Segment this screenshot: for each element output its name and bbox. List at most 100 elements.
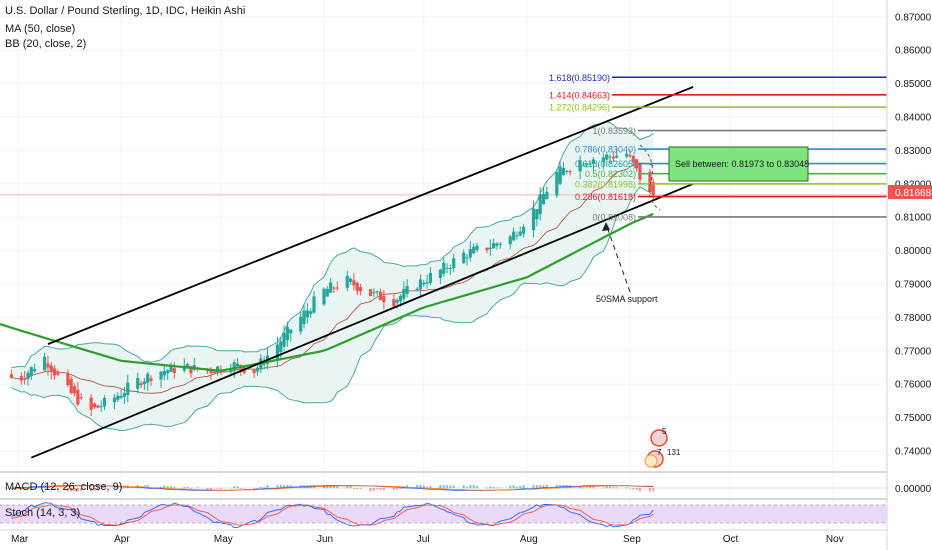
- macd-bar: [219, 488, 222, 489]
- candle-body: [565, 171, 569, 173]
- candle-body: [122, 393, 127, 397]
- macd-bar: [352, 488, 355, 489]
- macd-bar: [286, 485, 289, 489]
- candle-body: [46, 363, 50, 368]
- macd-bar: [336, 486, 339, 489]
- macd-bar: [589, 486, 592, 489]
- macd-bar: [532, 485, 535, 489]
- price-tick-label: 0.82000: [895, 179, 932, 190]
- candle-body: [89, 397, 93, 410]
- candle-body: [515, 235, 519, 237]
- candle-body: [235, 363, 240, 367]
- candle-body: [159, 371, 163, 380]
- macd-bar: [429, 485, 432, 489]
- candle-body: [29, 367, 33, 376]
- macd-bar: [422, 485, 425, 489]
- macd-pane[interactable]: [0, 485, 887, 492]
- candle-body: [508, 236, 512, 245]
- macd-bar: [605, 486, 608, 489]
- candle-body: [299, 316, 303, 332]
- macd-bar: [485, 487, 488, 489]
- macd-bar: [416, 485, 419, 489]
- macd-bar: [625, 487, 628, 489]
- macd-bar: [206, 488, 209, 490]
- price-tick-label: 0.84000: [895, 113, 932, 124]
- macd-signal-line: [11, 485, 654, 491]
- time-tick-label: Aug: [520, 534, 538, 545]
- candle-body: [492, 243, 496, 249]
- channel-upper-line[interactable]: [47, 86, 694, 345]
- macd-bar: [499, 487, 502, 489]
- macd-bar: [539, 485, 542, 489]
- macd-bar: [253, 488, 256, 489]
- candle-body: [209, 369, 213, 374]
- macd-bar: [346, 485, 349, 489]
- candle-body: [468, 249, 472, 258]
- macd-legend[interactable]: MACD (12, 26, close, 9): [5, 481, 123, 493]
- macd-bar: [615, 487, 618, 489]
- macd-bar: [120, 485, 123, 489]
- macd-bar: [555, 485, 558, 489]
- macd-bar: [376, 488, 379, 490]
- channel-lower-line[interactable]: [30, 182, 694, 459]
- time-axis[interactable]: Mar Apr May Jun Jul Aug Sep Oct Nov: [11, 534, 844, 545]
- candle-body: [43, 356, 47, 371]
- candle-body: [76, 389, 80, 405]
- macd-bar: [243, 488, 246, 489]
- time-tick-label: Apr: [114, 534, 130, 545]
- candle-body: [475, 245, 479, 251]
- candle-body: [472, 246, 476, 254]
- macd-bar: [256, 488, 259, 490]
- ma-legend[interactable]: MA (50, close): [5, 23, 76, 35]
- candle-body: [648, 171, 652, 193]
- last-price-tag: [888, 185, 932, 199]
- macd-bar: [329, 485, 332, 489]
- macd-bar: [56, 488, 59, 490]
- price-axis[interactable]: 0.87000 0.86000 0.85000 0.84000 0.83000 0.820…: [886, 0, 932, 550]
- macd-bar: [512, 485, 515, 489]
- macd-bar: [209, 488, 212, 490]
- flag-uk-icon[interactable]: [650, 429, 668, 447]
- candle-body: [375, 291, 379, 293]
- bb-legend[interactable]: BB (20, close, 2): [5, 38, 87, 50]
- sell-zone-box[interactable]: [668, 146, 809, 182]
- time-tick-label: May: [214, 534, 233, 545]
- macd-bar: [632, 488, 635, 490]
- macd-bar: [446, 485, 449, 489]
- candle-body: [535, 209, 539, 220]
- event-icons[interactable]: 5 7 131: [644, 427, 681, 468]
- candle-body: [445, 267, 449, 269]
- time-tick-label: Jun: [317, 534, 333, 545]
- candle-body: [511, 231, 516, 241]
- stoch-legend[interactable]: Stoch (14, 3, 3): [5, 507, 81, 519]
- candle-body: [162, 370, 166, 376]
- macd-bar: [396, 488, 399, 490]
- macd-bar: [113, 485, 116, 489]
- macd-bar: [609, 486, 612, 489]
- macd-bar: [369, 488, 372, 492]
- price-tick-label: 0.74000: [895, 447, 932, 458]
- candle-body: [581, 164, 586, 166]
- candle-body: [172, 368, 176, 373]
- macd-bar: [638, 488, 641, 492]
- macd-bar: [332, 485, 335, 489]
- candle-body: [189, 366, 193, 374]
- macd-bar: [349, 486, 352, 489]
- candle-body: [322, 288, 326, 305]
- candle-body: [578, 160, 582, 172]
- macd-bar: [452, 485, 455, 489]
- candle-body: [355, 282, 359, 292]
- candle-body: [79, 397, 83, 399]
- macd-bar: [76, 488, 79, 492]
- event-count-right: 131: [667, 448, 681, 457]
- macd-bar: [173, 486, 176, 489]
- candle-body: [305, 310, 309, 318]
- candle-body: [438, 269, 443, 278]
- candle-body: [229, 369, 233, 371]
- candle-body: [442, 262, 446, 274]
- macd-bar: [359, 488, 362, 489]
- macd-bar: [263, 487, 266, 489]
- macd-bar: [522, 485, 525, 489]
- flag-us-icon-2[interactable]: [644, 454, 658, 468]
